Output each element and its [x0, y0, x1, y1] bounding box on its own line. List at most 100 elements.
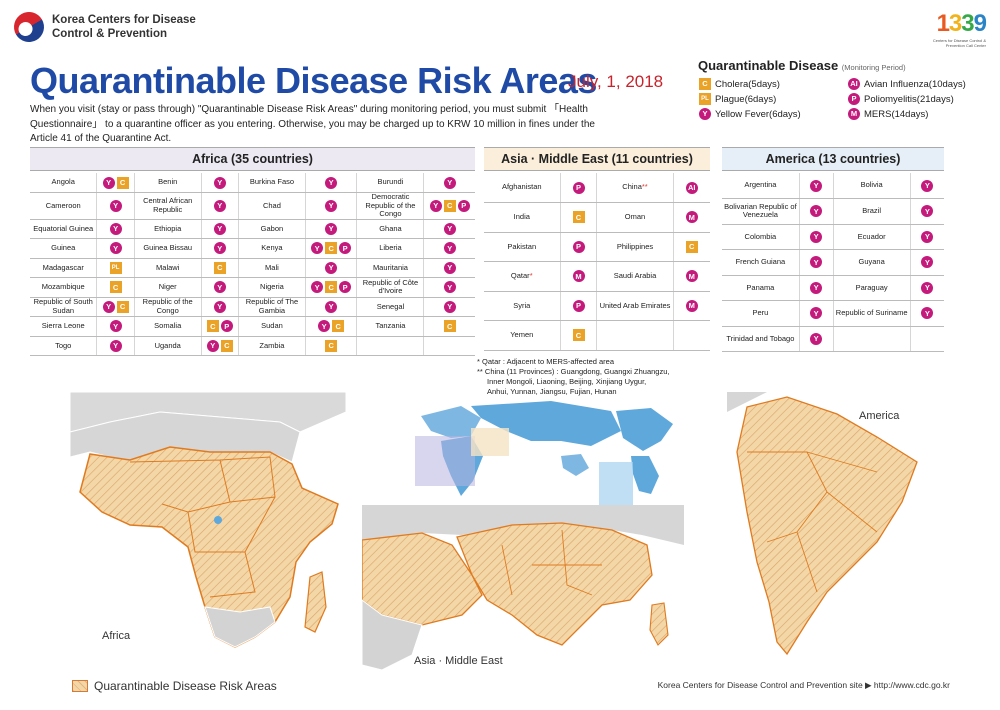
badge-y-icon: Y	[921, 230, 934, 243]
badge-m-icon: M	[848, 108, 860, 120]
badge-y-icon: Y	[810, 179, 823, 192]
country-name: Angola	[30, 173, 98, 193]
disease-badges	[673, 320, 710, 351]
disease-badges: PL	[96, 258, 135, 278]
disease-badges: C	[560, 202, 598, 233]
country-name: Mali	[238, 258, 306, 278]
risk-area-swatch	[72, 680, 88, 692]
badge-c-icon: C	[116, 300, 129, 313]
africa-heading: Africa (35 countries)	[30, 147, 475, 171]
disease-badges: Y	[423, 219, 475, 239]
footnote-line: Anhui, Yunnan, Jiangsu, Fujian, Hunan	[487, 387, 617, 396]
badge-y-icon: Y	[206, 339, 219, 352]
country-name	[356, 336, 425, 356]
disease-badges: M	[673, 291, 710, 321]
country-name: Chad	[238, 192, 306, 220]
disease-badges: Y	[305, 258, 358, 278]
badge-y-icon: Y	[810, 205, 823, 218]
country-name: Bolivarian Republic of Venezuela	[722, 198, 800, 225]
country-name: Panama	[722, 275, 800, 301]
taegeuk-logo-icon	[8, 6, 50, 48]
disease-badges: Y	[799, 275, 834, 301]
disease-badges: M	[673, 202, 710, 233]
badge-y-icon: Y	[213, 222, 226, 235]
country-name: Guinea	[30, 238, 98, 259]
asia-heading: Asia · Middle East (11 countries)	[484, 147, 710, 171]
badge-m-icon: M	[685, 211, 698, 224]
badge-c-icon: C	[213, 261, 226, 274]
country-name: Democratic Republic of the Congo	[356, 192, 425, 220]
table-row: India C Oman M	[484, 202, 710, 233]
badge-y-icon: Y	[325, 176, 338, 189]
disease-badges: AI	[673, 173, 710, 203]
badge-y-icon: Y	[810, 256, 823, 269]
badge-y-icon: Y	[443, 300, 456, 313]
badge-c-icon: C	[685, 240, 698, 253]
africa-map-label: Africa	[102, 630, 131, 642]
badge-y-icon: Y	[443, 242, 456, 255]
country-name: Nigeria	[238, 277, 306, 298]
legend-title: Quarantinable Disease	[698, 58, 839, 73]
badge-c-icon: C	[206, 320, 219, 333]
disease-badges: Y	[910, 249, 944, 276]
badge-p-icon: P	[572, 181, 585, 194]
map-legend: Quarantinable Disease Risk Areas	[72, 679, 277, 693]
country-name: Republic of the Congo	[134, 297, 202, 317]
legend-item-label: Cholera(5days)	[715, 78, 780, 90]
legend-item-label: MERS(14days)	[864, 108, 929, 120]
country-name: Sudan	[238, 316, 306, 337]
badge-y-icon: Y	[318, 320, 331, 333]
footer-site-link[interactable]: Korea Centers for Disease Control and Pr…	[657, 680, 950, 690]
badge-y-icon: Y	[213, 300, 226, 313]
disease-badges: Y	[305, 173, 358, 193]
legend-item: AI Avian Influenza(10days)	[847, 78, 988, 90]
badge-c-icon: C	[325, 242, 338, 255]
map-legend-label: Quarantinable Disease Risk Areas	[94, 679, 277, 693]
badge-y-icon: Y	[921, 256, 934, 269]
table-row: Equatorial Guinea Y Ethiopia Y Gabon Y Ghana Y	[30, 219, 475, 239]
legend-item-label: Poliomyelitis(21days)	[864, 93, 954, 105]
disease-legend: Quarantinable Disease (Monitoring Period…	[698, 58, 988, 120]
country-name: Niger	[134, 277, 202, 298]
footnote-line: ** China (11 Provinces) : Guangdong, Gua…	[477, 367, 670, 376]
country-name: China**	[596, 173, 674, 203]
country-name: Togo	[30, 336, 98, 356]
disease-badges: Y	[305, 219, 358, 239]
country-name: Qatar*	[484, 261, 561, 292]
badge-ai-icon: AI	[685, 181, 698, 194]
badge-y-icon: Y	[810, 281, 823, 294]
legend-item: C Cholera(5days)	[698, 78, 839, 90]
country-name: Afghanistan	[484, 173, 561, 203]
disease-badges: P	[560, 232, 598, 262]
page-date: July, 1, 2018	[568, 72, 664, 91]
disease-badges: Y	[910, 224, 944, 250]
country-name: Syria	[484, 291, 561, 321]
country-name: Gabon	[238, 219, 306, 239]
badge-y-icon: Y	[810, 230, 823, 243]
legend-item-label: Plague(6days)	[715, 93, 777, 105]
disease-badges: P	[560, 173, 598, 203]
asia-table: Afghanistan P China** AI India C Oman M Pakistan…	[484, 173, 710, 351]
country-name: Republic of South Sudan	[30, 297, 98, 317]
table-row: Afghanistan P China** AI	[484, 173, 710, 203]
disease-badges: Y	[799, 173, 834, 199]
legend-item-label: Avian Influenza(10days)	[864, 78, 966, 90]
page-title: Quarantinable Disease Risk Areas	[30, 60, 597, 101]
badge-m-icon: M	[685, 299, 698, 312]
country-name: Paraguay	[833, 275, 911, 301]
disease-badges: Y	[201, 173, 239, 193]
legend-item: PL Plague(6days)	[698, 93, 839, 105]
country-name: Republic of Suriname	[833, 300, 911, 327]
country-name: Senegal	[356, 297, 425, 317]
disease-badges: Y	[423, 277, 475, 298]
badge-y-icon: Y	[213, 281, 226, 294]
table-row: Togo Y Uganda Y C Zambia C	[30, 336, 475, 356]
country-name: Guinea Bissau	[134, 238, 202, 259]
legend-item: M MERS(14days)	[847, 108, 988, 120]
country-name: Uganda	[134, 336, 202, 356]
badge-y-icon: Y	[325, 222, 338, 235]
